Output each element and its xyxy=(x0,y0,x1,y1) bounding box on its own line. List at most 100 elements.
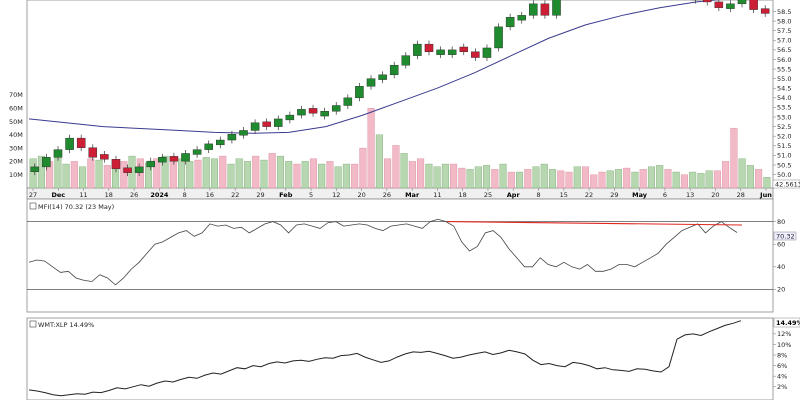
volume-bar xyxy=(136,158,144,189)
volume-bar xyxy=(656,165,664,189)
candle-body xyxy=(760,8,770,14)
candle-body xyxy=(250,122,260,131)
date-tick-label: 28 xyxy=(737,191,745,199)
volume-bar xyxy=(697,173,705,189)
candle-body xyxy=(239,130,248,136)
rs-line xyxy=(28,320,742,397)
volume-bar xyxy=(400,153,408,189)
candle-body xyxy=(366,78,376,87)
price-tick-label: 52.0 xyxy=(777,133,791,141)
volume-bar xyxy=(647,166,655,189)
price-tick-label: 51.0 xyxy=(777,152,791,160)
volume-bar xyxy=(210,158,219,189)
candle-body xyxy=(355,86,364,99)
volume-bar xyxy=(408,161,416,189)
candle-body xyxy=(181,153,190,162)
rs-label: WMT:XLP 14.49% xyxy=(38,321,94,329)
volume-bar xyxy=(722,161,730,189)
date-tick-label: 2024 xyxy=(150,191,169,199)
price-tick-label: 58.5 xyxy=(777,8,791,16)
price-tick-label: 57.5 xyxy=(777,27,791,35)
candle-body xyxy=(134,166,144,173)
price-axis: 58.558.0 57.5 57.056.5 56.055.5 55.0 54.554.0… xyxy=(773,8,791,188)
volume-axis: 70M 60M 50M 40M 30M 20M 10M xyxy=(9,91,23,179)
volume-bar xyxy=(623,167,631,189)
date-tick-label: 18 xyxy=(459,191,467,199)
volume-bar xyxy=(689,171,697,189)
candle-body xyxy=(53,149,63,158)
candle-body xyxy=(308,108,318,114)
volume-bar xyxy=(293,163,301,189)
candle-body xyxy=(714,1,724,8)
volume-bar xyxy=(705,170,713,189)
volume-bar xyxy=(186,161,194,189)
date-tick-label: 16 xyxy=(206,191,214,199)
candle-body xyxy=(146,160,155,168)
date-tick-label: Apr xyxy=(507,191,521,199)
candle-body xyxy=(30,166,40,172)
candle-body xyxy=(192,149,202,155)
date-tick-label: 26 xyxy=(383,191,391,199)
volume-bar xyxy=(384,158,392,189)
date-axis: 27 Dec 11 18 26 2024 8 16 22 29 Feb 5 12 20 26 Mar 11 18 2… xyxy=(29,188,772,199)
candle-body xyxy=(123,167,132,173)
candle-body xyxy=(389,65,399,76)
candle-body xyxy=(76,137,86,148)
volume-bar xyxy=(359,147,367,189)
volume-bar xyxy=(516,171,524,189)
volume-bar xyxy=(631,171,639,189)
volume-bar xyxy=(342,163,350,189)
candle-body xyxy=(517,15,526,21)
candle-body xyxy=(343,97,353,106)
date-tick-label: 27 xyxy=(29,191,37,199)
candle-body xyxy=(297,109,306,116)
volume-bar xyxy=(260,159,268,189)
volume-bar xyxy=(219,155,227,189)
xaxis-strip xyxy=(26,187,774,200)
volume-bar xyxy=(549,169,557,189)
candle-body xyxy=(100,154,109,160)
volume-bar xyxy=(79,166,87,189)
volume-bar xyxy=(499,163,507,189)
volume-tick-label: 40M xyxy=(9,131,23,139)
volume-bar xyxy=(243,161,251,189)
date-tick-label: 20 xyxy=(711,191,719,199)
volume-bar xyxy=(755,169,763,189)
price-candles xyxy=(30,0,770,177)
volume-bar xyxy=(87,158,95,189)
candle-body xyxy=(88,147,98,158)
rs-label-bg xyxy=(28,319,112,329)
volume-bar xyxy=(417,158,425,189)
volume-bar xyxy=(351,163,359,189)
volume-bar xyxy=(557,170,565,189)
mfi-panel: 80 60 40 20 xyxy=(27,218,785,294)
mfi-line xyxy=(28,218,738,286)
date-tick-label: 8 xyxy=(183,191,187,199)
candle-body xyxy=(459,46,469,52)
volume-bar xyxy=(37,155,45,189)
candle-body xyxy=(413,43,422,56)
date-tick-label: 12 xyxy=(332,191,340,199)
price-panel-frame xyxy=(26,0,774,189)
candle-body xyxy=(285,114,295,121)
volume-tick-label: 10M xyxy=(9,171,23,179)
volume-bar xyxy=(276,155,284,189)
price-tick-label: 56.5 xyxy=(777,46,791,54)
volume-bar xyxy=(573,166,581,189)
rs-tick-label: 12% xyxy=(777,330,791,338)
candle-body xyxy=(274,118,283,127)
candle-body xyxy=(169,156,179,162)
volume-bar xyxy=(639,169,647,189)
volume-bar xyxy=(194,159,202,189)
volume-tick-label: 60M xyxy=(9,105,23,113)
volume-bar xyxy=(392,145,400,189)
candle-body xyxy=(331,105,341,112)
volume-bar xyxy=(565,171,573,189)
mfi-current-value: 70.32 xyxy=(776,233,795,241)
volume-bar xyxy=(680,174,688,189)
candle-body xyxy=(737,0,747,5)
volume-bar xyxy=(458,167,466,189)
volume-bar xyxy=(738,158,746,189)
candle-body xyxy=(540,3,550,16)
